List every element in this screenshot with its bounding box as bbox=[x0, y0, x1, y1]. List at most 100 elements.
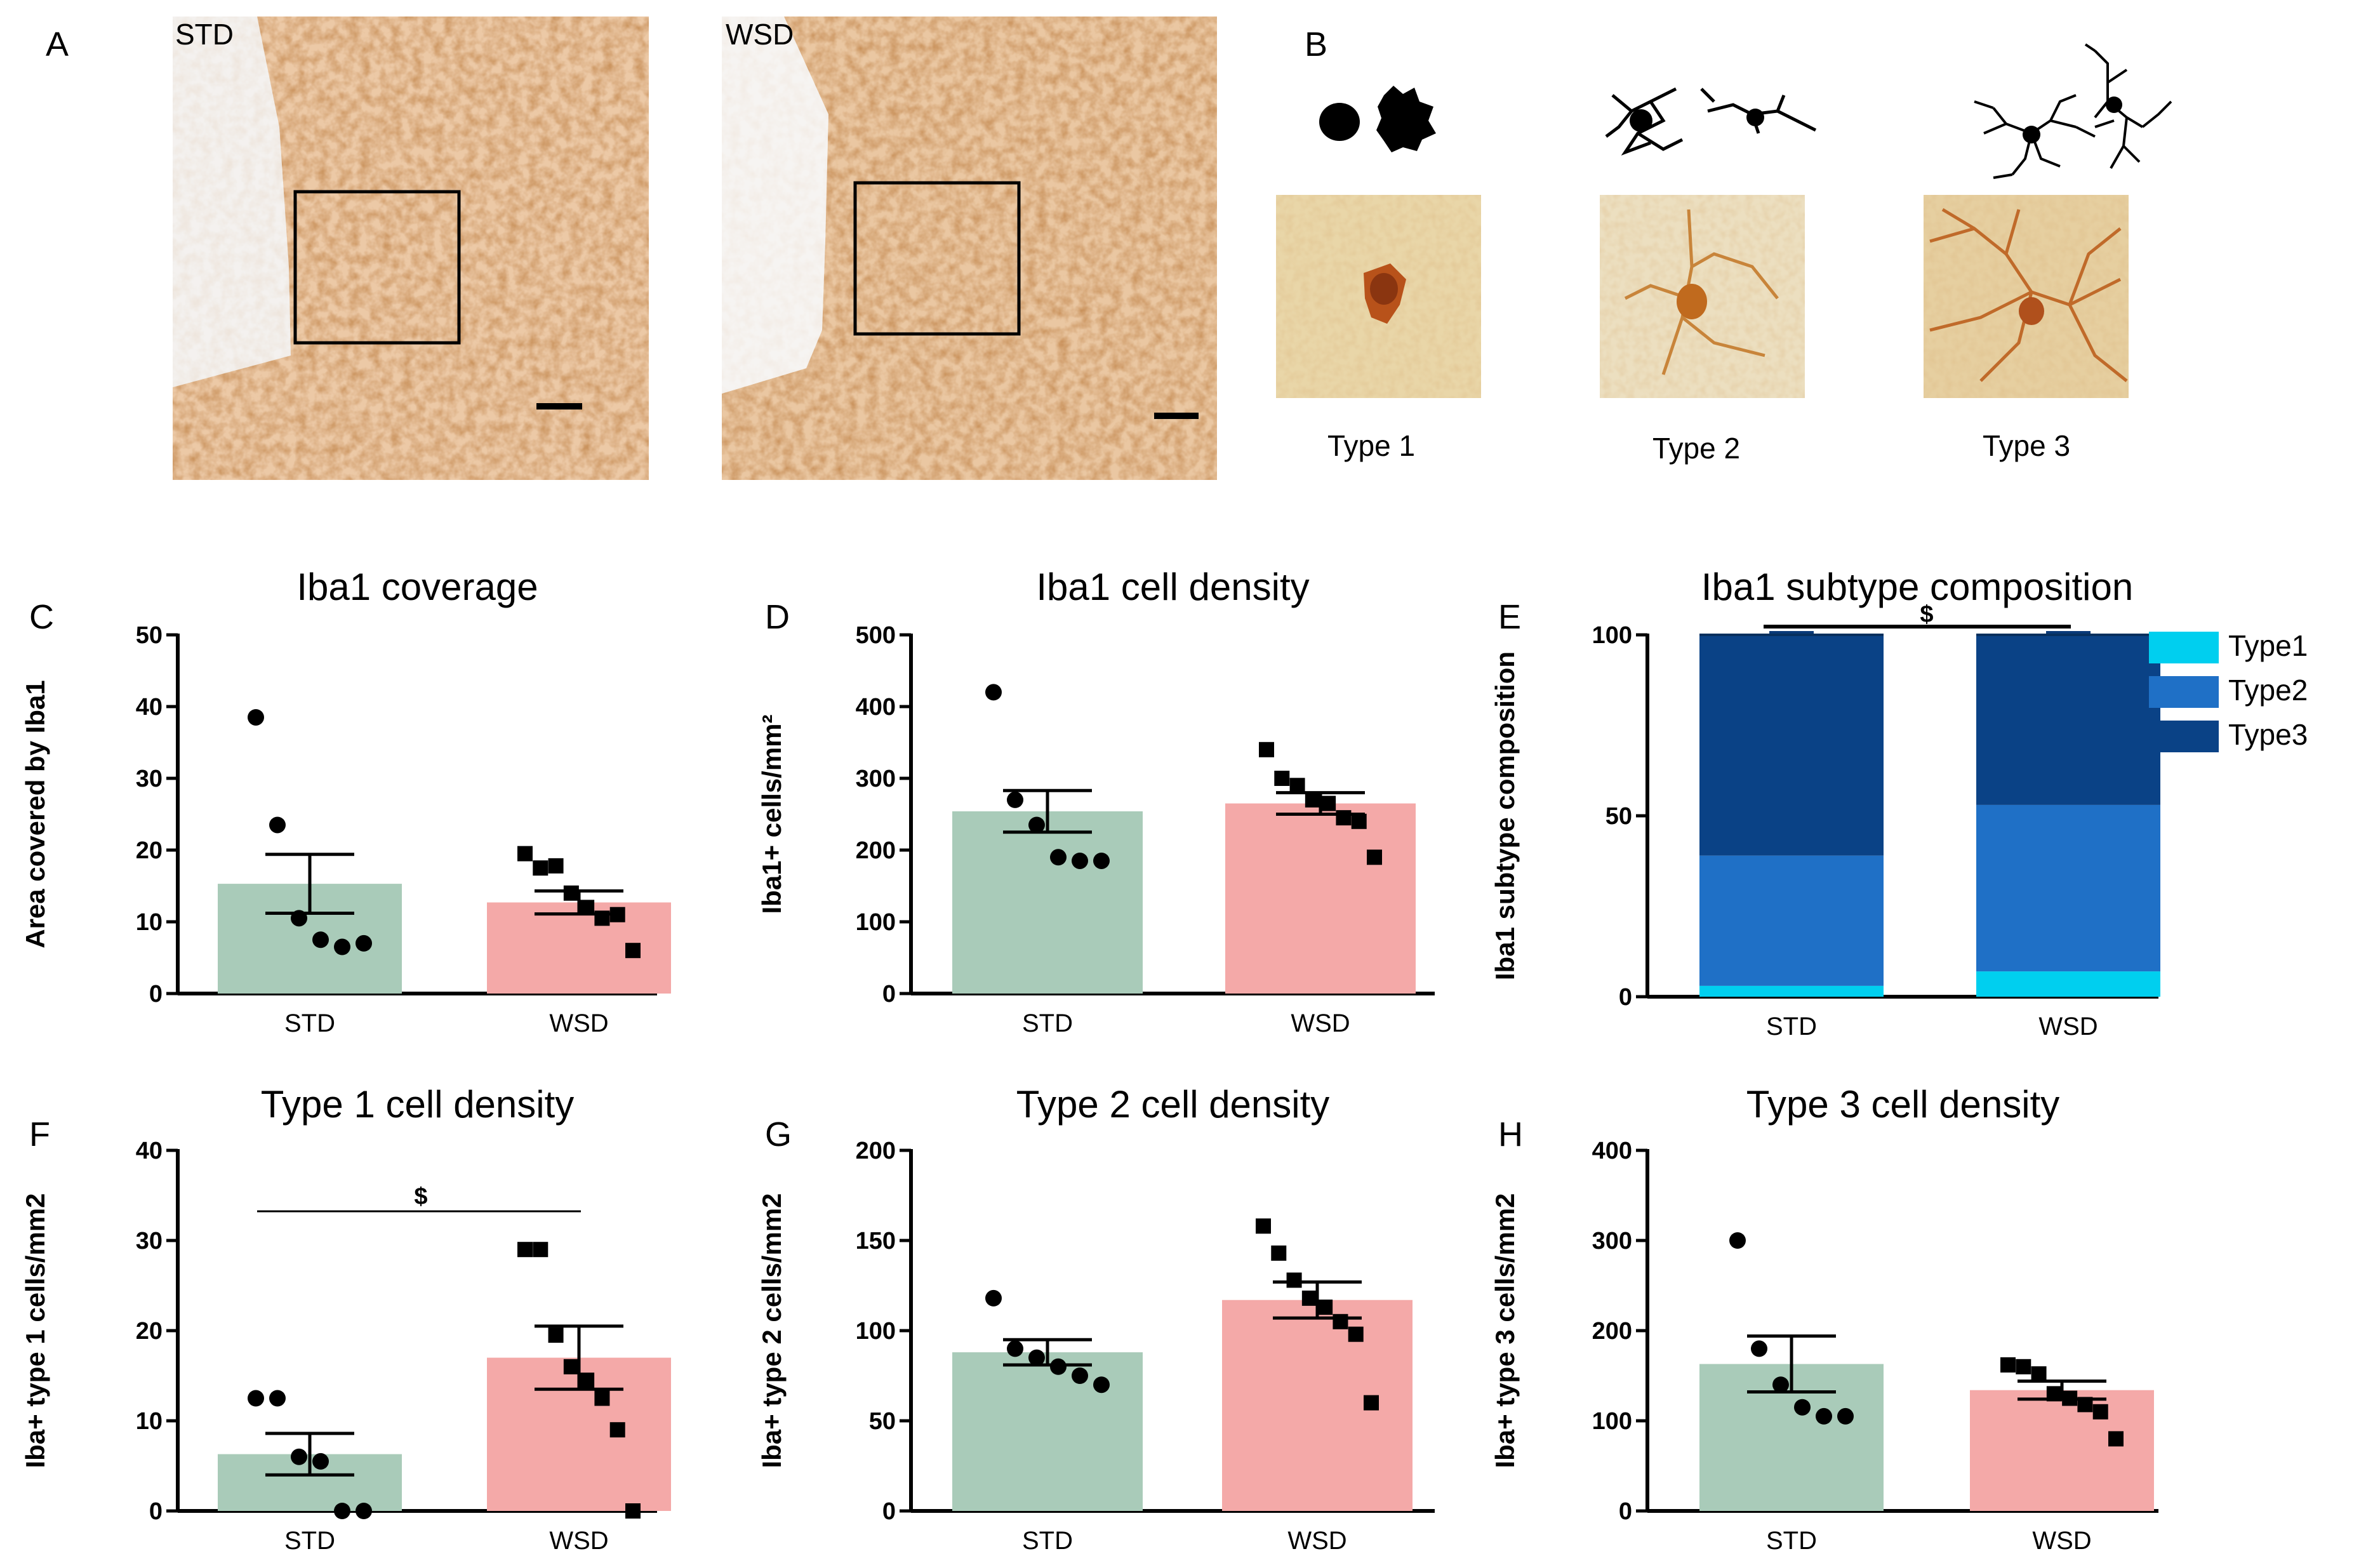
y-tick-label: 10 bbox=[136, 1408, 163, 1435]
y-tick-label: 0 bbox=[882, 1498, 896, 1525]
x-tick-label-std: STD bbox=[1022, 1527, 1073, 1555]
legend-label-type1: Type1 bbox=[2228, 629, 2308, 662]
bar-std bbox=[952, 1352, 1143, 1511]
x-tick-label-wsd: WSD bbox=[549, 1009, 608, 1037]
chart-title: Iba1 cell density bbox=[1036, 566, 1309, 608]
data-point-wsd bbox=[1351, 813, 1367, 829]
data-point-wsd bbox=[1336, 810, 1352, 826]
y-tick-label: 0 bbox=[149, 981, 163, 1008]
y-tick-label: 0 bbox=[1619, 984, 1632, 1011]
panel-letter-a: A bbox=[46, 25, 69, 63]
y-tick-label: 0 bbox=[1619, 1498, 1632, 1525]
micrograph-std bbox=[173, 17, 649, 480]
data-point-std bbox=[1751, 1340, 1767, 1357]
y-axis-title: Iba+ type 1 cells/mm2 bbox=[20, 1193, 50, 1468]
y-tick-label: 400 bbox=[856, 694, 896, 721]
legend-swatch-type2 bbox=[2149, 676, 2219, 708]
data-point-wsd bbox=[1320, 795, 1336, 811]
type3-image bbox=[1924, 195, 2129, 398]
bar-wsd bbox=[1225, 803, 1416, 994]
chart-type2-cell-density: Type 2 cell density Iba+ type 2 cells/mm2… bbox=[757, 1083, 1435, 1555]
data-point-wsd bbox=[594, 1390, 610, 1406]
data-point-wsd bbox=[2046, 1386, 2062, 1402]
data-point-wsd bbox=[2062, 1390, 2078, 1406]
stacked-bar-type1-wsd bbox=[1976, 971, 2160, 997]
data-point-std bbox=[1729, 1232, 1746, 1249]
y-tick-label: 40 bbox=[136, 1138, 163, 1164]
y-tick-label: 200 bbox=[856, 1138, 896, 1164]
data-point-wsd bbox=[548, 858, 564, 874]
legend-label-type2: Type2 bbox=[2228, 674, 2308, 707]
y-tick-label: 50 bbox=[1606, 803, 1632, 830]
type1-image bbox=[1276, 195, 1481, 398]
y-tick-label: 0 bbox=[149, 1498, 163, 1525]
type2-image bbox=[1600, 195, 1805, 398]
y-axis-title: Iba+ type 3 cells/mm2 bbox=[1490, 1193, 1520, 1468]
data-point-wsd bbox=[1364, 1395, 1379, 1411]
y-axis-title: Area covered by Iba1 bbox=[20, 680, 50, 948]
y-tick-label: 100 bbox=[856, 1318, 896, 1345]
stacked-bar-type2-std bbox=[1699, 855, 1884, 986]
y-tick-label: 50 bbox=[869, 1408, 896, 1435]
data-point-wsd bbox=[625, 1503, 641, 1519]
data-point-std bbox=[291, 1448, 307, 1465]
y-tick-label: 100 bbox=[856, 909, 896, 936]
data-point-wsd bbox=[2092, 1404, 2108, 1420]
data-point-wsd bbox=[1289, 778, 1305, 794]
panel-letter-c: C bbox=[29, 598, 54, 636]
chart-type3-cell-density: Type 3 cell density Iba+ type 3 cells/mm2… bbox=[1490, 1083, 2158, 1555]
data-point-wsd bbox=[563, 1359, 579, 1374]
y-tick-label: 50 bbox=[136, 622, 163, 649]
bar-wsd bbox=[1970, 1390, 2154, 1511]
x-tick-label-wsd: WSD bbox=[1287, 1527, 1346, 1555]
data-point-wsd bbox=[1367, 849, 1382, 865]
y-tick-label: 200 bbox=[856, 837, 896, 864]
x-tick-label-std: STD bbox=[1022, 1009, 1073, 1037]
data-point-wsd bbox=[1271, 1245, 1287, 1261]
data-point-std bbox=[312, 931, 329, 948]
data-point-std bbox=[1028, 1349, 1045, 1366]
x-tick-label-std: STD bbox=[1766, 1013, 1817, 1041]
y-tick-label: 100 bbox=[1592, 622, 1632, 649]
y-tick-label: 0 bbox=[882, 981, 896, 1008]
y-tick-label: 30 bbox=[136, 1228, 163, 1254]
data-point-std bbox=[1794, 1399, 1811, 1416]
y-axis-title: Iba+ type 2 cells/mm2 bbox=[757, 1193, 787, 1468]
x-tick-label-std: STD bbox=[284, 1009, 335, 1037]
y-tick-label: 20 bbox=[136, 1318, 163, 1345]
data-point-wsd bbox=[1286, 1272, 1302, 1288]
y-tick-label: 400 bbox=[1592, 1138, 1632, 1164]
panel-letter-d: D bbox=[765, 598, 790, 636]
type3-label: Type 3 bbox=[1983, 429, 2070, 462]
x-tick-label-wsd: WSD bbox=[2032, 1527, 2091, 1555]
data-point-wsd bbox=[625, 943, 641, 959]
data-point-wsd bbox=[517, 846, 533, 861]
data-point-std bbox=[985, 684, 1002, 701]
data-point-std bbox=[1050, 1358, 1067, 1375]
stacked-bar-type1-std bbox=[1699, 985, 1884, 997]
x-tick-label-std: STD bbox=[1766, 1527, 1817, 1555]
stacked-bar-type3-std bbox=[1699, 635, 1884, 856]
data-point-wsd bbox=[1317, 1300, 1333, 1315]
chart-iba1-coverage: Iba1 coverage Area covered by Iba1 0 10 20 30… bbox=[20, 566, 671, 1037]
stacked-bar-type2-wsd bbox=[1976, 804, 2160, 972]
data-point-std bbox=[1837, 1407, 1854, 1425]
y-tick-label: 500 bbox=[856, 622, 896, 649]
data-point-wsd bbox=[517, 1242, 533, 1258]
type2-label: Type 2 bbox=[1652, 432, 1740, 465]
chart-title: Type 3 cell density bbox=[1746, 1083, 2060, 1126]
inset-box-wsd bbox=[853, 181, 1021, 336]
y-tick-label: 20 bbox=[136, 837, 163, 864]
inset-box-std bbox=[293, 190, 461, 345]
type3-silhouettes bbox=[1974, 43, 2172, 179]
data-point-wsd bbox=[2108, 1431, 2124, 1447]
scale-bar-std bbox=[536, 403, 582, 409]
data-point-std bbox=[1028, 816, 1045, 834]
micrograph-wsd bbox=[722, 17, 1217, 480]
data-point-std bbox=[312, 1453, 329, 1470]
data-point-std bbox=[1007, 791, 1023, 808]
data-point-wsd bbox=[2016, 1359, 2031, 1374]
data-point-std bbox=[1072, 1367, 1088, 1384]
y-tick-label: 200 bbox=[1592, 1318, 1632, 1345]
